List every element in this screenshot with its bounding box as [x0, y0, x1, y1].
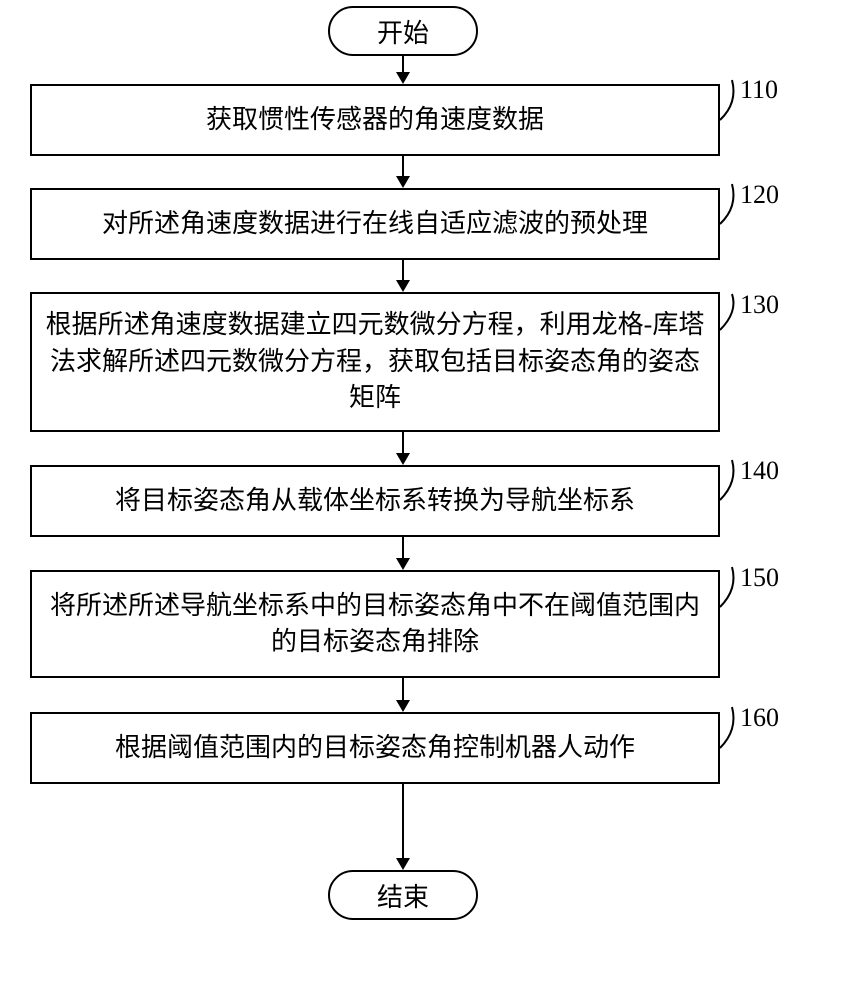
process-step-150: 将所述所述导航坐标系中的目标姿态角中不在阈值范围内的目标姿态角排除 — [30, 570, 720, 678]
step-label-110: 110 — [740, 75, 778, 105]
flowchart-container: 开始 获取惯性传感器的角速度数据 110 对所述角速度数据进行在线自适应滤波的预… — [0, 0, 860, 1000]
process-step-140: 将目标姿态角从载体坐标系转换为导航坐标系 — [30, 465, 720, 537]
arrow-line — [402, 678, 404, 702]
process-text: 将所述所述导航坐标系中的目标姿态角中不在阈值范围内的目标姿态角排除 — [42, 588, 708, 661]
process-text: 对所述角速度数据进行在线自适应滤波的预处理 — [102, 206, 648, 242]
process-step-160: 根据阈值范围内的目标姿态角控制机器人动作 — [30, 712, 720, 784]
arrow-head — [396, 280, 410, 292]
step-label-150: 150 — [740, 563, 779, 593]
end-label: 结束 — [377, 877, 429, 914]
arrow-line — [402, 432, 404, 455]
process-step-130: 根据所述角速度数据建立四元数微分方程，利用龙格-库塔法求解所述四元数微分方程，获… — [30, 292, 720, 432]
arrow-head — [396, 700, 410, 712]
process-text: 获取惯性传感器的角速度数据 — [206, 102, 544, 138]
arrow-head — [396, 72, 410, 84]
process-text: 根据所述角速度数据建立四元数微分方程，利用龙格-库塔法求解所述四元数微分方程，获… — [42, 307, 708, 416]
arrow-line — [402, 537, 404, 560]
arrow-head — [396, 453, 410, 465]
arrow-head — [396, 558, 410, 570]
arrow-head — [396, 176, 410, 188]
step-label-120: 120 — [740, 180, 779, 210]
process-text: 根据阈值范围内的目标姿态角控制机器人动作 — [115, 730, 635, 766]
arrow-line — [402, 156, 404, 178]
start-label: 开始 — [377, 13, 429, 50]
arrow-line — [402, 784, 404, 860]
arrow-head — [396, 858, 410, 870]
step-label-160: 160 — [740, 703, 779, 733]
process-text: 将目标姿态角从载体坐标系转换为导航坐标系 — [115, 483, 635, 519]
end-terminator: 结束 — [328, 870, 478, 920]
step-label-140: 140 — [740, 456, 779, 486]
step-label-130: 130 — [740, 290, 779, 320]
arrow-line — [402, 260, 404, 282]
process-step-120: 对所述角速度数据进行在线自适应滤波的预处理 — [30, 188, 720, 260]
start-terminator: 开始 — [328, 6, 478, 56]
process-step-110: 获取惯性传感器的角速度数据 — [30, 84, 720, 156]
